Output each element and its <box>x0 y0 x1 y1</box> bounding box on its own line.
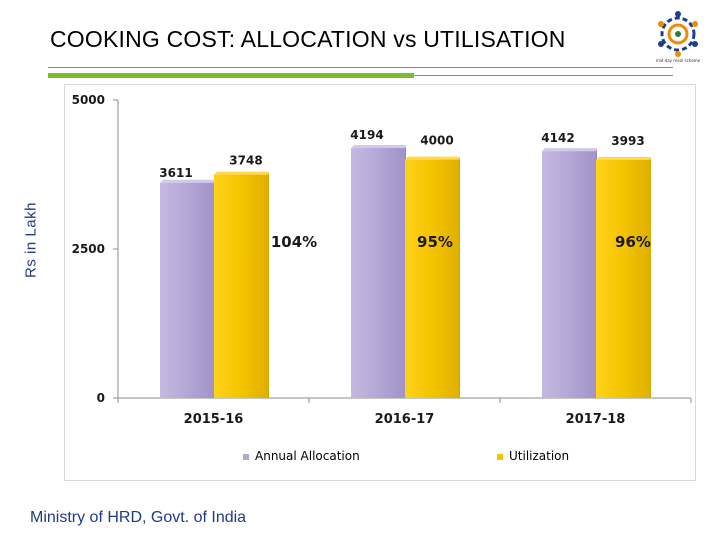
bar-utilization <box>405 159 459 398</box>
bar-utilization <box>214 174 268 398</box>
y-tick-label: 0 <box>97 391 105 405</box>
page-title: COOKING COST: ALLOCATION vs UTILISATION <box>50 26 566 52</box>
y-axis-label: Rs in Lakh <box>22 202 40 278</box>
legend-swatch-utilization <box>497 453 503 460</box>
bar-allocation <box>160 182 214 398</box>
legend-label-utilization: Utilization <box>509 449 570 463</box>
data-label: 4194 <box>350 128 383 142</box>
legend-label-allocation: Annual Allocation <box>255 449 360 463</box>
x-tick-label: 2016-17 <box>375 412 435 427</box>
x-tick-label: 2017-18 <box>566 412 626 427</box>
footer-source: Ministry of HRD, Govt. of India <box>30 509 247 526</box>
y-tick-label: 2500 <box>72 242 105 256</box>
bar-top <box>596 157 651 161</box>
utilisation-percent-label: 96% <box>615 233 651 251</box>
bar-top <box>405 156 460 160</box>
title-divider <box>48 67 673 68</box>
data-label: 4000 <box>420 134 453 148</box>
chart-frame: 0 2500 5000 3611 3748 104% 2015-16 4194 4000 95% 2… <box>64 84 696 481</box>
title-accent-bar <box>48 73 414 78</box>
data-label: 3611 <box>159 166 192 180</box>
scheme-logo-icon <box>658 11 698 57</box>
data-label: 3993 <box>611 134 644 148</box>
bar-side <box>650 158 651 398</box>
bar-top <box>214 171 269 175</box>
bar-chart: 0 2500 5000 3611 3748 104% 2015-16 4194 4000 95% 2… <box>72 93 692 427</box>
logo-caption: mid day meal scheme <box>655 58 701 63</box>
bar-utilization <box>596 160 650 398</box>
y-tick-label: 5000 <box>72 93 105 107</box>
bar-allocation <box>351 148 405 398</box>
bar-allocation <box>542 151 596 398</box>
title-divider-thin <box>414 75 673 76</box>
legend-item-allocation: Annual Allocation <box>243 449 360 463</box>
bar-top <box>351 145 406 149</box>
legend-swatch-allocation <box>243 453 249 460</box>
legend-item-utilization: Utilization <box>497 449 569 463</box>
bar-side <box>268 172 269 398</box>
utilisation-percent-label: 104% <box>271 233 317 251</box>
utilisation-percent-label: 95% <box>417 233 453 251</box>
x-tick-label: 2015-16 <box>184 412 244 427</box>
bar-side <box>459 157 460 398</box>
bar-top <box>160 179 215 183</box>
data-label: 4142 <box>541 131 574 145</box>
bar-top <box>542 148 597 152</box>
data-label: 3748 <box>229 154 262 168</box>
